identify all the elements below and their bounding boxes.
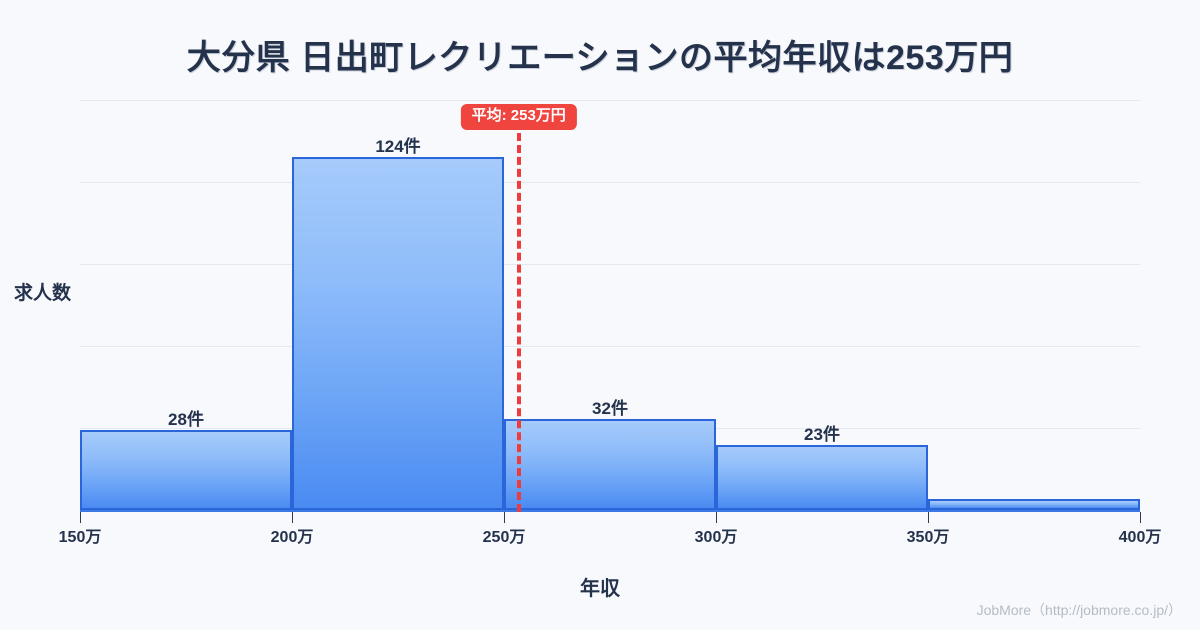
gridline xyxy=(80,100,1140,101)
gridline xyxy=(80,346,1140,347)
average-badge: 平均: 253万円 xyxy=(460,104,577,130)
x-axis-line xyxy=(80,510,1140,512)
y-axis-title: 求人数 xyxy=(14,283,72,304)
gridline xyxy=(80,182,1140,183)
x-tick-label: 400万 xyxy=(1118,529,1162,546)
x-tick-mark xyxy=(928,512,929,523)
x-tick-mark xyxy=(80,512,81,523)
bar-value-label: 124件 xyxy=(375,136,421,156)
x-tick-label: 350万 xyxy=(906,529,950,546)
x-tick-label: 150万 xyxy=(58,529,102,546)
gridline xyxy=(80,264,1140,265)
bar xyxy=(504,418,716,510)
x-tick-mark xyxy=(504,512,505,523)
bar xyxy=(716,444,928,510)
x-axis-title: 年収 xyxy=(580,578,620,600)
x-tick-label: 300万 xyxy=(694,529,738,546)
x-tick-mark xyxy=(716,512,717,523)
x-tick-label: 200万 xyxy=(270,529,314,546)
x-tick-mark xyxy=(292,512,293,523)
chart-title: 大分県 日出町レクリエーションの平均年収は253万円 xyxy=(186,39,1014,77)
bar-value-label: 23件 xyxy=(804,424,840,444)
bar-value-label: 28件 xyxy=(168,410,204,430)
bar xyxy=(80,430,292,510)
bar-value-label: 32件 xyxy=(592,398,628,418)
footer-credit: JobMore（http://jobmore.co.jp/） xyxy=(976,602,1182,618)
x-tick-mark xyxy=(1140,512,1141,523)
bar xyxy=(928,498,1140,510)
x-tick-label: 250万 xyxy=(482,529,526,546)
average-line xyxy=(516,133,521,512)
bar xyxy=(292,156,504,510)
